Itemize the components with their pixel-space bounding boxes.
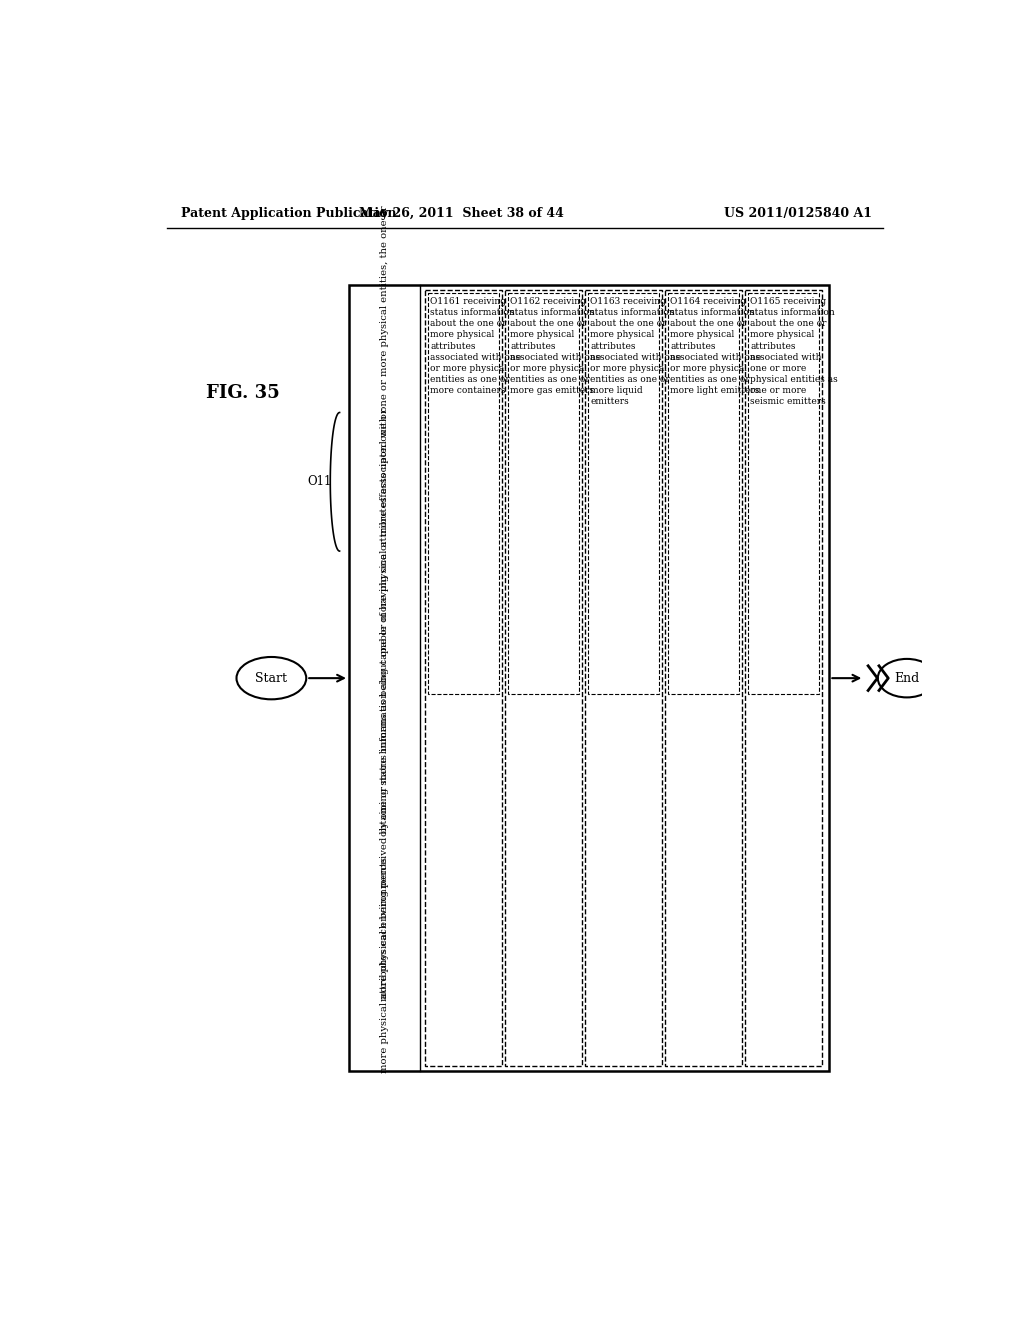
Bar	[668, 293, 738, 694]
Text: Start: Start	[255, 672, 288, 685]
Text: O1163 receiving: O1163 receiving	[590, 297, 666, 306]
Text: about the one or: about the one or	[510, 319, 587, 329]
Text: associated with: associated with	[751, 352, 821, 362]
Text: one or more: one or more	[751, 387, 807, 395]
Text: O1165 receiving: O1165 receiving	[751, 297, 826, 306]
Text: more physical: more physical	[751, 330, 814, 339]
Text: US 2011/0125840 A1: US 2011/0125840 A1	[724, 207, 872, 220]
Text: or more physical: or more physical	[430, 364, 507, 374]
Text: FIG. 35: FIG. 35	[206, 384, 280, 403]
Text: O1164 receiving: O1164 receiving	[670, 297, 746, 306]
Text: more liquid: more liquid	[590, 387, 643, 395]
Text: Patent Application Publication: Patent Application Publication	[180, 207, 396, 220]
Text: End: End	[894, 672, 920, 685]
Text: attributes: attributes	[670, 342, 716, 351]
Text: more light emitters: more light emitters	[670, 387, 760, 395]
Text: more physical: more physical	[510, 330, 574, 339]
Text: May 26, 2011  Sheet 38 of 44: May 26, 2011 Sheet 38 of 44	[358, 207, 563, 220]
Text: attributes: attributes	[590, 342, 636, 351]
Text: attributes: attributes	[510, 342, 556, 351]
Text: seismic emitters: seismic emitters	[751, 397, 826, 407]
Bar	[585, 290, 662, 1067]
Text: more gas emitters: more gas emitters	[510, 387, 594, 395]
Text: or more physical: or more physical	[510, 364, 587, 374]
Text: obtaining status information about one or more physical attributes associated wi: obtaining status information about one o…	[380, 206, 389, 837]
Text: more physical environments: more physical environments	[380, 858, 389, 1002]
Bar	[428, 293, 499, 694]
Text: status information: status information	[670, 308, 755, 317]
Text: associated with one: associated with one	[590, 352, 681, 362]
Text: O1161 receiving: O1161 receiving	[430, 297, 506, 306]
Bar	[665, 290, 741, 1067]
Bar	[508, 293, 579, 694]
Text: O11: O11	[307, 475, 332, 488]
Text: O1162 receiving: O1162 receiving	[510, 297, 586, 306]
Text: entities as one or: entities as one or	[430, 375, 510, 384]
Text: about the one or: about the one or	[590, 319, 667, 329]
Text: status information: status information	[751, 308, 835, 317]
Text: associated with one: associated with one	[430, 352, 521, 362]
Text: about the one or: about the one or	[670, 319, 746, 329]
Bar	[744, 290, 821, 1067]
Text: status information: status information	[510, 308, 595, 317]
Text: entities as one or: entities as one or	[510, 375, 590, 384]
Text: about the one or: about the one or	[430, 319, 507, 329]
Bar	[748, 293, 818, 694]
Text: about the one or: about the one or	[751, 319, 826, 329]
Text: more physical: more physical	[670, 330, 734, 339]
Text: one or more: one or more	[751, 364, 807, 374]
Text: emitters: emitters	[590, 397, 629, 407]
Text: status information: status information	[590, 308, 675, 317]
Text: or more physical: or more physical	[590, 364, 668, 374]
Text: or more physical: or more physical	[670, 364, 748, 374]
Bar	[588, 293, 658, 694]
Text: more physical: more physical	[590, 330, 654, 339]
Text: associated with one: associated with one	[510, 352, 601, 362]
Text: attributes: attributes	[430, 342, 476, 351]
Text: more containers: more containers	[430, 387, 506, 395]
Text: entities as one or: entities as one or	[670, 375, 750, 384]
Text: physical entities as: physical entities as	[751, 375, 838, 384]
Text: attributes: attributes	[751, 342, 796, 351]
Text: more physical: more physical	[430, 330, 495, 339]
Text: more physical attributes each being perceived by one or more humans as being cap: more physical attributes each being perc…	[380, 409, 389, 1073]
Text: entities as one or: entities as one or	[590, 375, 670, 384]
Bar	[425, 290, 502, 1067]
Bar	[349, 285, 829, 1071]
Bar	[505, 290, 582, 1067]
Text: status information: status information	[430, 308, 515, 317]
Text: associated with one: associated with one	[670, 352, 761, 362]
